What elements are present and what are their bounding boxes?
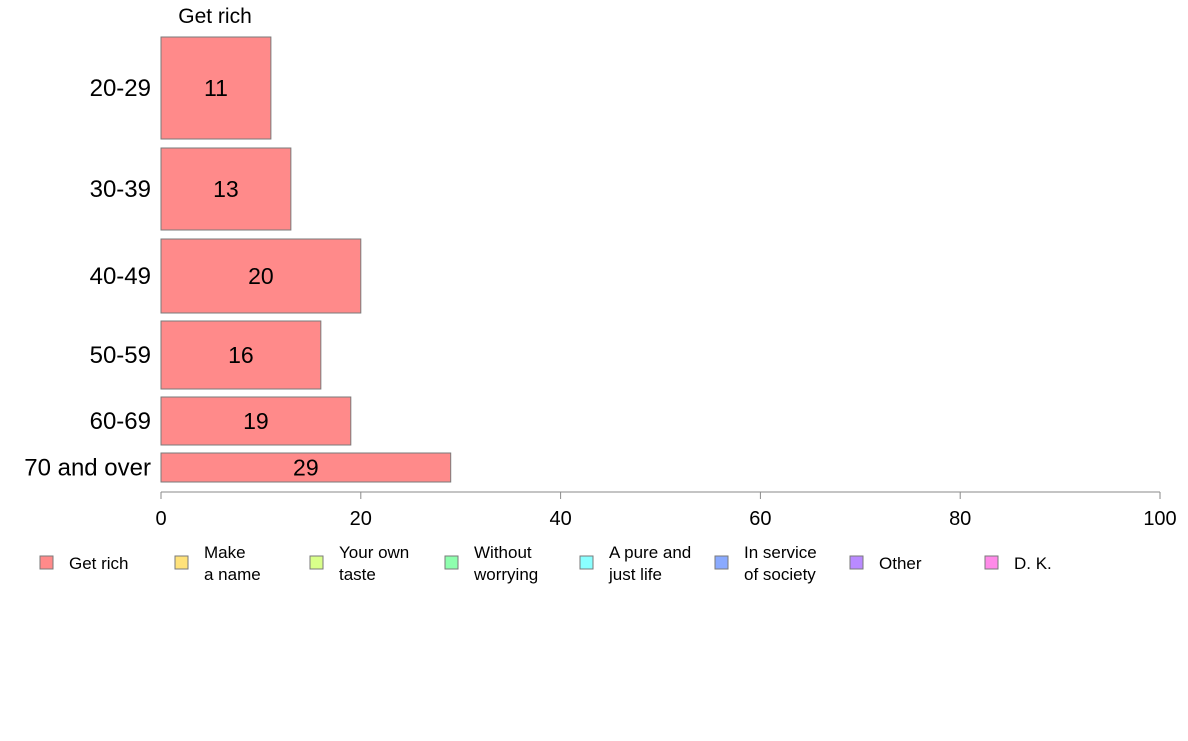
legend-swatch	[849, 555, 864, 570]
x-tick-label: 100	[1143, 508, 1176, 530]
category-label: 60-69	[90, 408, 151, 435]
panel-title: Get rich	[178, 5, 252, 28]
category-label: 30-39	[90, 176, 151, 203]
legend-swatch	[174, 555, 189, 570]
legend-swatch	[444, 555, 459, 570]
category-label: 40-49	[90, 263, 151, 290]
bar-70-and-over	[160, 452, 452, 483]
legend-label: Get rich	[69, 554, 129, 573]
bar-value-label: 16	[228, 342, 254, 368]
legend-label: Other	[879, 554, 922, 573]
bar-60-69	[160, 396, 352, 446]
bar-40-49	[160, 238, 362, 314]
x-tick-label: 40	[549, 508, 571, 530]
bar-value-label: 13	[213, 176, 239, 202]
x-tick-label: 60	[749, 508, 771, 530]
legend-swatch	[984, 555, 999, 570]
category-label: 50-59	[90, 342, 151, 369]
legend-swatch	[714, 555, 729, 570]
legend-swatch	[309, 555, 324, 570]
bar-20-29	[160, 36, 272, 140]
category-label: 70 and over	[24, 455, 151, 482]
legend-label: D. K.	[1014, 554, 1052, 573]
legend-swatch	[39, 555, 54, 570]
bar-value-label: 11	[204, 75, 228, 101]
legend-label: A pure and just life	[608, 543, 691, 584]
x-tick-label: 0	[155, 508, 166, 530]
bar-value-label: 20	[248, 263, 274, 289]
legend-label: In service of society	[744, 543, 817, 584]
bar-value-label: 29	[293, 455, 319, 481]
category-label: 20-29	[90, 75, 151, 102]
x-tick-label: 80	[949, 508, 971, 530]
legend-label: Without worrying	[473, 543, 538, 584]
x-tick-label: 20	[350, 508, 372, 530]
bar-30-39	[160, 147, 292, 231]
legend-label: Your own taste	[339, 543, 409, 584]
bar-50-59	[160, 320, 322, 390]
legend-swatch	[579, 555, 594, 570]
bar-value-label: 19	[243, 408, 269, 434]
legend-label: Make a name	[204, 543, 261, 584]
